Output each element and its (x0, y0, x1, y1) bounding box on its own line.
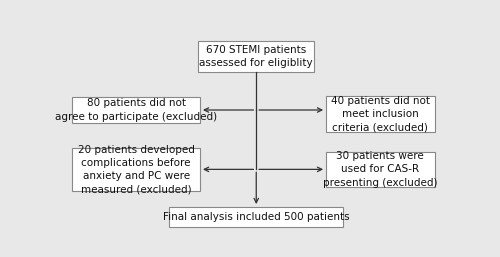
Text: 40 patients did not
meet inclusion
criteria (excluded): 40 patients did not meet inclusion crite… (331, 96, 430, 132)
FancyBboxPatch shape (72, 148, 200, 191)
FancyBboxPatch shape (326, 96, 434, 132)
Text: 80 patients did not
agree to participate (excluded): 80 patients did not agree to participate… (55, 98, 217, 122)
Text: 670 STEMI patients
assessed for eligiblity: 670 STEMI patients assessed for eligibli… (200, 45, 313, 68)
FancyBboxPatch shape (198, 41, 314, 72)
FancyBboxPatch shape (326, 152, 434, 187)
Text: 20 patients developed
complications before
anxiety and PC were
measured (exclude: 20 patients developed complications befo… (78, 145, 194, 194)
Text: Final analysis included 500 patients: Final analysis included 500 patients (163, 212, 350, 222)
FancyBboxPatch shape (72, 97, 200, 123)
Text: 30 patients were
used for CAS-R
presenting (excluded): 30 patients were used for CAS-R presenti… (323, 151, 438, 188)
FancyBboxPatch shape (169, 207, 344, 227)
